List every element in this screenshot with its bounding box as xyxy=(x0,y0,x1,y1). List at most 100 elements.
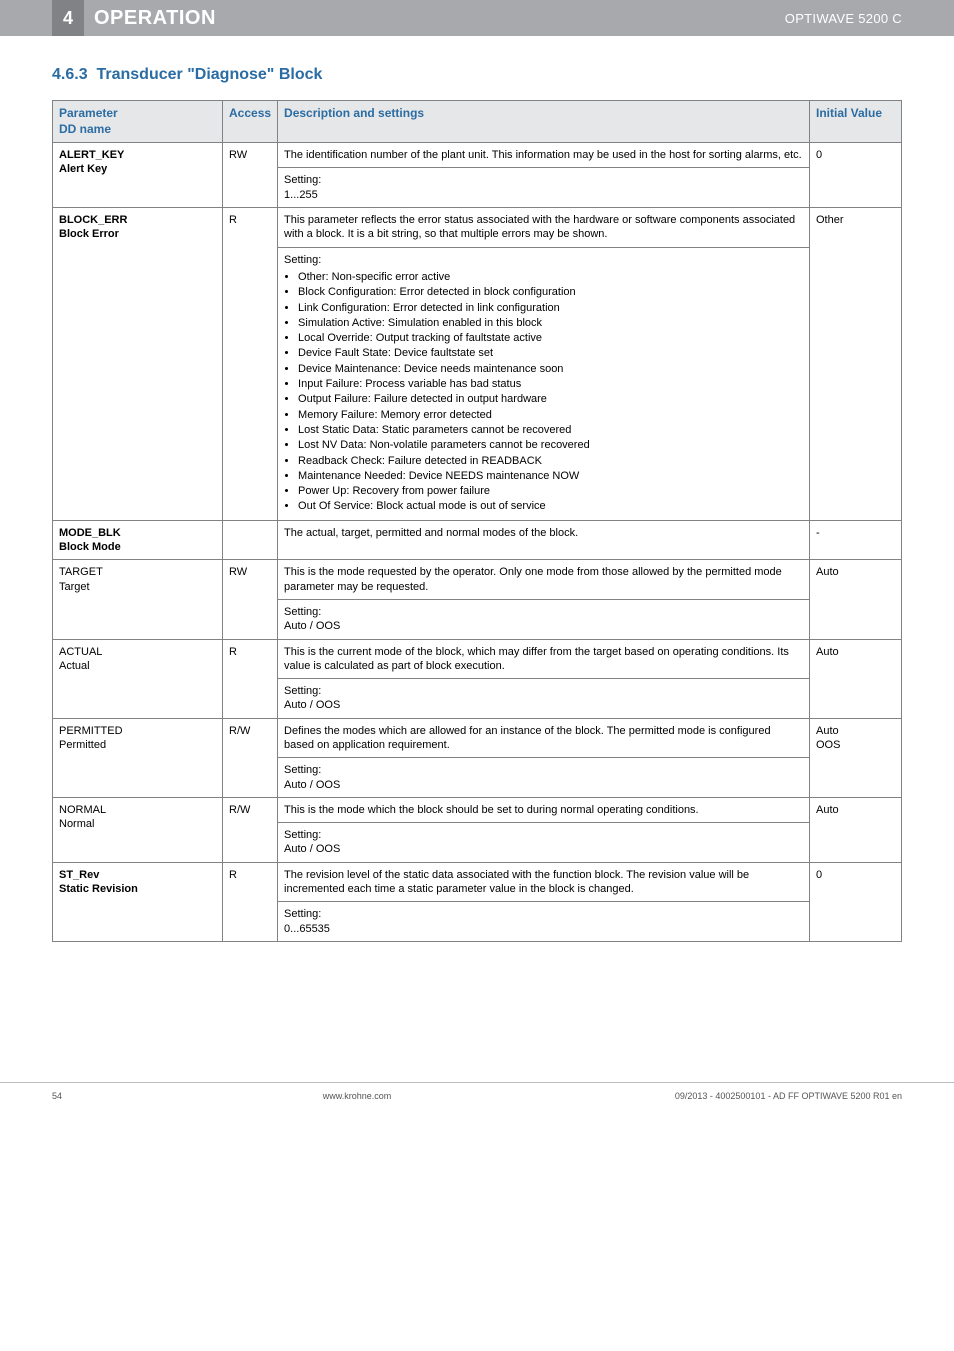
header-ddname-label: DD name xyxy=(59,122,111,136)
table-row: PERMITTED Permitted R/W Defines the mode… xyxy=(53,718,902,758)
cell-setting: Setting: 0...65535 xyxy=(278,902,810,942)
setting-value: 1...255 xyxy=(284,189,318,201)
cell-param: ST_Rev Static Revision xyxy=(53,862,223,941)
cell-setting: Setting: 1...255 xyxy=(278,168,810,208)
table-header-row: Parameter DD name Access Description and… xyxy=(53,101,902,143)
list-item: Link Configuration: Error detected in li… xyxy=(298,301,803,316)
list-item: Other: Non-specific error active xyxy=(298,270,803,285)
cell-access xyxy=(223,520,278,560)
cell-setting: Setting: Auto / OOS xyxy=(278,823,810,863)
header-param-label: Parameter xyxy=(59,106,118,120)
cell-param: ALERT_KEY Alert Key xyxy=(53,143,223,208)
cell-access: R/W xyxy=(223,718,278,797)
footer-page-number: 54 xyxy=(52,1091,112,1101)
table-row: NORMAL Normal R/W This is the mode which… xyxy=(53,797,902,822)
list-item: Maintenance Needed: Device NEEDS mainten… xyxy=(298,469,803,484)
cell-param: TARGET Target xyxy=(53,560,223,639)
cell-initial: Other xyxy=(810,208,902,521)
cell-access: RW xyxy=(223,143,278,208)
list-item: Lost Static Data: Static parameters cann… xyxy=(298,423,803,438)
cell-desc: The identification number of the plant u… xyxy=(278,143,810,168)
cell-param: NORMAL Normal xyxy=(53,797,223,862)
cell-access: RW xyxy=(223,560,278,639)
param-code: NORMAL xyxy=(59,804,106,816)
param-code: ALERT_KEY xyxy=(59,149,124,161)
list-item: Input Failure: Process variable has bad … xyxy=(298,377,803,392)
chapter-title: OPERATION xyxy=(94,7,785,30)
table-row: BLOCK_ERR Block Error R This parameter r… xyxy=(53,208,902,248)
param-dd: Actual xyxy=(59,660,90,672)
footer-center: www.krohne.com xyxy=(112,1091,602,1101)
table-row: ST_Rev Static Revision R The revision le… xyxy=(53,862,902,902)
setting-label: Setting: xyxy=(284,685,321,697)
cell-desc: This is the mode which the block should … xyxy=(278,797,810,822)
col-header-initial: Initial Value xyxy=(810,101,902,143)
table-row: ACTUAL Actual R This is the current mode… xyxy=(53,639,902,679)
param-dd: Permitted xyxy=(59,739,106,751)
cell-param: ACTUAL Actual xyxy=(53,639,223,718)
param-code: MODE_BLK xyxy=(59,527,121,539)
cell-initial: Auto xyxy=(810,560,902,639)
param-code: TARGET xyxy=(59,566,103,578)
page-footer: 54 www.krohne.com 09/2013 - 4002500101 -… xyxy=(0,1082,954,1113)
param-code: BLOCK_ERR xyxy=(59,214,127,226)
cell-desc: The actual, target, permitted and normal… xyxy=(278,520,810,560)
setting-label: Setting: xyxy=(284,606,321,618)
param-code: ST_Rev xyxy=(59,869,99,881)
cell-initial: 0 xyxy=(810,862,902,941)
cell-initial: Auto OOS xyxy=(810,718,902,797)
page-header: 4 OPERATION OPTIWAVE 5200 C xyxy=(0,0,954,36)
section-heading: 4.6.3 Transducer "Diagnose" Block xyxy=(52,66,902,84)
setting-value: 0...65535 xyxy=(284,923,330,935)
cell-initial: Auto xyxy=(810,797,902,862)
chapter-number: 4 xyxy=(52,0,84,36)
list-item: Power Up: Recovery from power failure xyxy=(298,484,803,499)
cell-desc: The revision level of the static data as… xyxy=(278,862,810,902)
param-code: PERMITTED xyxy=(59,725,123,737)
cell-initial: 0 xyxy=(810,143,902,208)
cell-setting: Setting: Auto / OOS xyxy=(278,679,810,719)
cell-desc: This is the current mode of the block, w… xyxy=(278,639,810,679)
setting-value: Auto / OOS xyxy=(284,779,340,791)
param-dd: Target xyxy=(59,581,90,593)
cell-access: R/W xyxy=(223,797,278,862)
setting-label: Setting: xyxy=(284,829,321,841)
setting-value: Auto / OOS xyxy=(284,699,340,711)
cell-access: R xyxy=(223,639,278,718)
list-item: Readback Check: Failure detected in READ… xyxy=(298,454,803,469)
cell-setting: Setting: Auto / OOS xyxy=(278,599,810,639)
col-header-description: Description and settings xyxy=(278,101,810,143)
list-item: Out Of Service: Block actual mode is out… xyxy=(298,499,803,514)
section-title: Transducer "Diagnose" Block xyxy=(96,66,322,83)
param-dd: Normal xyxy=(59,818,94,830)
content-area: 4.6.3 Transducer "Diagnose" Block Parame… xyxy=(0,36,954,952)
settings-bullet-list: Other: Non-specific error active Block C… xyxy=(284,270,803,515)
list-item: Device Fault State: Device faultstate se… xyxy=(298,346,803,361)
cell-initial: Auto xyxy=(810,639,902,718)
setting-value: Auto / OOS xyxy=(284,843,340,855)
param-dd: Static Revision xyxy=(59,883,138,895)
cell-desc: This is the mode requested by the operat… xyxy=(278,560,810,600)
table-row: ALERT_KEY Alert Key RW The identificatio… xyxy=(53,143,902,168)
cell-access: R xyxy=(223,862,278,941)
setting-label: Setting: xyxy=(284,174,321,186)
parameter-table: Parameter DD name Access Description and… xyxy=(52,100,902,942)
section-number: 4.6.3 xyxy=(52,66,88,83)
cell-desc: This parameter reflects the error status… xyxy=(278,208,810,248)
setting-label: Setting: xyxy=(284,764,321,776)
cell-desc: Defines the modes which are allowed for … xyxy=(278,718,810,758)
product-name: OPTIWAVE 5200 C xyxy=(785,11,902,26)
list-item: Lost NV Data: Non-volatile parameters ca… xyxy=(298,438,803,453)
cell-param: BLOCK_ERR Block Error xyxy=(53,208,223,521)
cell-initial: - xyxy=(810,520,902,560)
setting-label: Setting: xyxy=(284,254,321,266)
list-item: Simulation Active: Simulation enabled in… xyxy=(298,316,803,331)
param-dd: Block Error xyxy=(59,228,119,240)
list-item: Output Failure: Failure detected in outp… xyxy=(298,392,803,407)
param-code: ACTUAL xyxy=(59,646,102,658)
list-item: Local Override: Output tracking of fault… xyxy=(298,331,803,346)
param-dd: Alert Key xyxy=(59,163,107,175)
list-item: Memory Failure: Memory error detected xyxy=(298,408,803,423)
table-row: TARGET Target RW This is the mode reques… xyxy=(53,560,902,600)
cell-setting: Setting: Auto / OOS xyxy=(278,758,810,798)
